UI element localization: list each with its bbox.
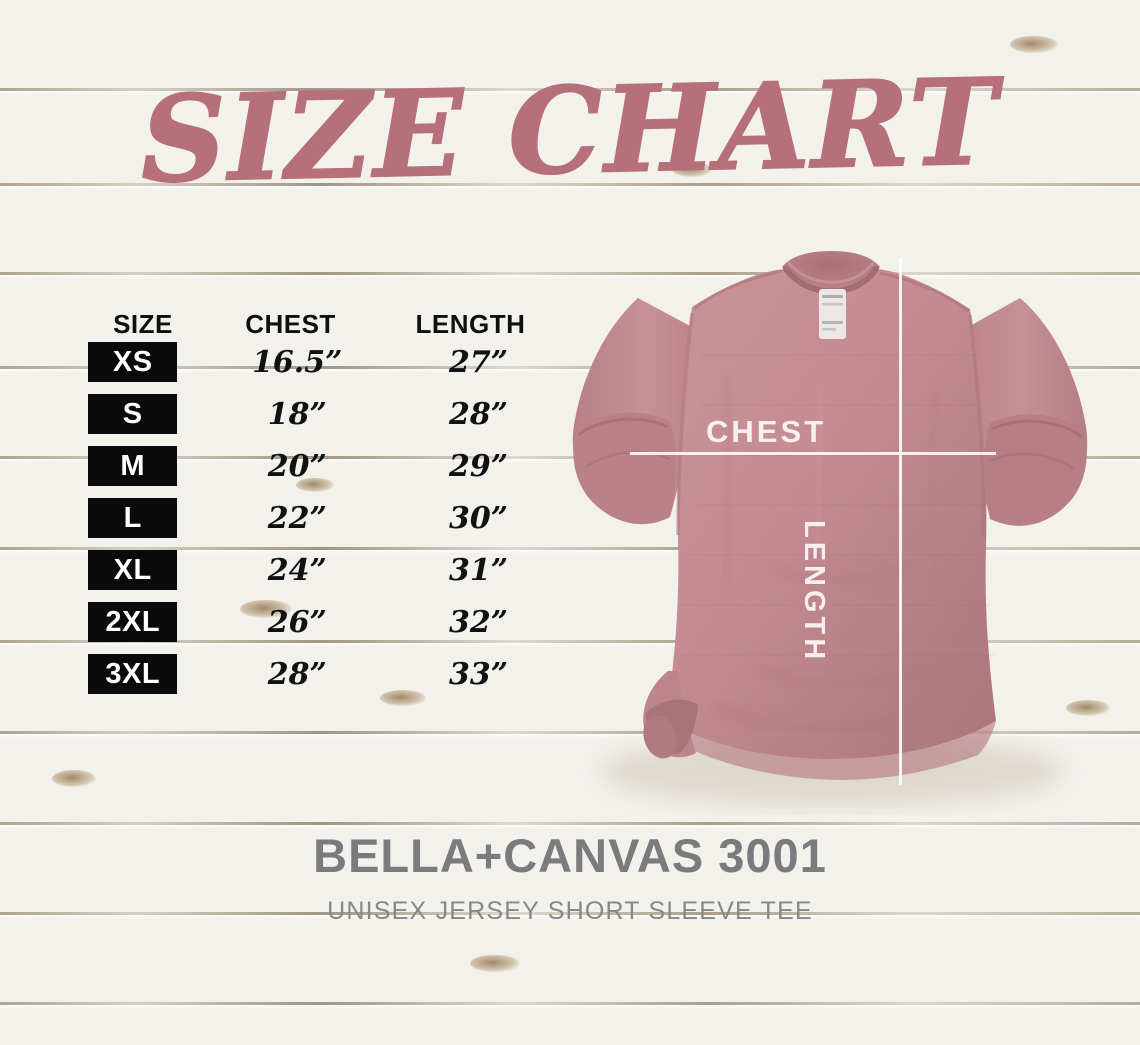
- wood-knot: [1010, 36, 1058, 53]
- plank-seam: [0, 456, 1140, 463]
- size-badge: XS: [88, 342, 178, 382]
- table-row: M 20” 29”: [88, 446, 558, 486]
- chest-value: 24”: [267, 552, 327, 588]
- wood-knot: [240, 600, 292, 618]
- wood-knot: [52, 770, 96, 787]
- table-row: L 22” 30”: [88, 498, 558, 538]
- plank-seam: [0, 640, 1140, 647]
- table-row: XL 24” 31”: [88, 550, 558, 590]
- plank-seam: [0, 912, 1140, 919]
- length-value: 28”: [449, 396, 509, 432]
- size-badge: M: [88, 446, 178, 486]
- header-length: LENGTH: [415, 308, 526, 339]
- page-title: SIZE CHART: [138, 51, 1001, 210]
- plank-seam: [0, 1002, 1140, 1009]
- header-chest: CHEST: [245, 308, 336, 339]
- size-badge: 3XL: [88, 654, 178, 694]
- plank-seam: [0, 88, 1140, 95]
- product-description: UNISEX JERSEY SHORT SLEEVE TEE: [327, 897, 813, 925]
- length-value: 33”: [449, 656, 509, 692]
- product-photo: [520, 235, 1140, 815]
- wood-knot: [296, 478, 334, 492]
- table-row: 2XL 26” 32”: [88, 602, 558, 642]
- size-badge: S: [88, 394, 178, 434]
- chest-overlay-label: CHEST: [706, 414, 827, 449]
- wood-knot: [470, 955, 520, 972]
- chest-value: 18”: [267, 396, 327, 432]
- plank-seam: [0, 183, 1140, 190]
- length-value: 27”: [449, 344, 509, 380]
- header-size: SIZE: [113, 308, 173, 339]
- plank-seam: [0, 272, 1140, 279]
- length-measure-line: [899, 258, 902, 785]
- length-value: 30”: [449, 500, 509, 536]
- size-table: SIZE CHEST LENGTH XS 16.5” 27” S 18” 28”…: [88, 306, 558, 706]
- table-row: S 18” 28”: [88, 394, 558, 434]
- wood-knot: [1066, 700, 1110, 716]
- plank-seam: [0, 366, 1140, 373]
- chest-value: 28”: [267, 656, 327, 692]
- chest-value: 16.5”: [252, 344, 343, 380]
- plank-seam: [0, 547, 1140, 554]
- table-header-row: SIZE CHEST LENGTH: [88, 306, 558, 342]
- size-badge: 2XL: [88, 602, 178, 642]
- size-badge: L: [88, 498, 178, 538]
- length-value: 32”: [449, 604, 509, 640]
- chest-value: 22”: [267, 500, 327, 536]
- tshirt-illustration: [572, 251, 1088, 807]
- size-badge: XL: [88, 550, 178, 590]
- length-value: 29”: [449, 448, 509, 484]
- plank-seam: [0, 731, 1140, 738]
- plank-seam: [0, 822, 1140, 829]
- length-value: 31”: [449, 552, 509, 588]
- table-row: XS 16.5” 27”: [88, 342, 558, 382]
- brand-name: BELLA+CANVAS 3001: [313, 829, 827, 882]
- table-row: 3XL 28” 33”: [88, 654, 558, 694]
- chest-value: 26”: [267, 604, 327, 640]
- wood-knot: [380, 690, 426, 706]
- chest-measure-line: [630, 452, 996, 455]
- chest-value: 20”: [267, 448, 327, 484]
- wood-knot: [672, 162, 712, 177]
- length-overlay-label: LENGTH: [798, 520, 830, 664]
